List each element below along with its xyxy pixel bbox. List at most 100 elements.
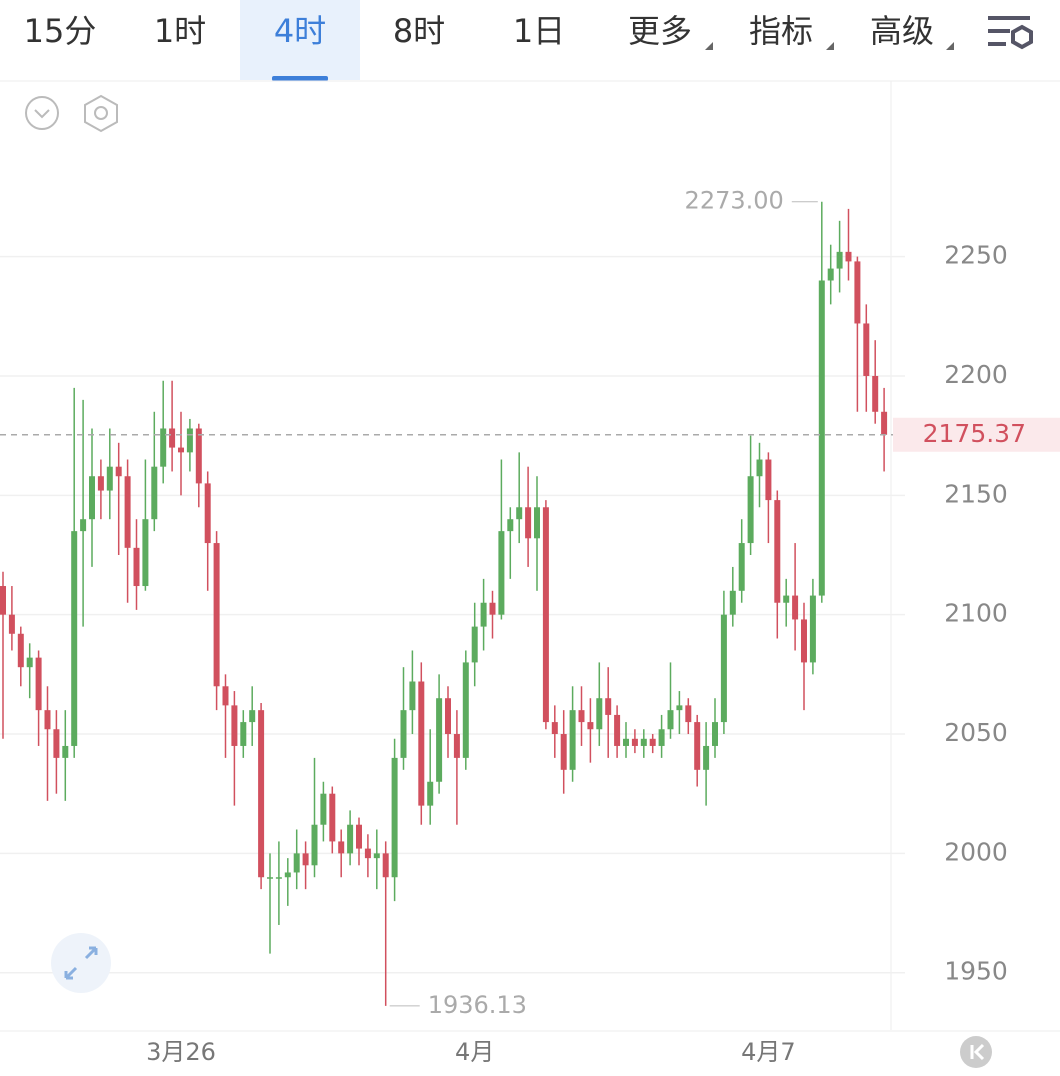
candle-body bbox=[596, 698, 603, 730]
candle-body bbox=[881, 411, 888, 435]
y-tick-label: 1950 bbox=[944, 957, 1008, 986]
timeframe-tab[interactable]: 高级 bbox=[870, 12, 934, 50]
active-tab-indicator bbox=[272, 76, 328, 81]
candle-body bbox=[525, 507, 532, 539]
candle-body bbox=[863, 323, 870, 376]
candle-body bbox=[364, 848, 371, 859]
y-tick-label: 2250 bbox=[944, 241, 1008, 270]
candle-body bbox=[97, 476, 104, 491]
timeframe-tab[interactable]: 4时 bbox=[274, 12, 326, 50]
last-price-label: 2175.37 bbox=[923, 419, 1026, 448]
candle-body bbox=[338, 841, 345, 854]
last-price-bg bbox=[893, 417, 1060, 452]
timeframe-tab[interactable]: 8时 bbox=[393, 12, 445, 50]
candle-body bbox=[62, 745, 69, 758]
candle-body bbox=[258, 710, 265, 878]
candle-body bbox=[712, 722, 718, 746]
dropdown-arrows bbox=[705, 42, 954, 50]
candle-body bbox=[293, 853, 300, 873]
candle-body bbox=[186, 428, 193, 453]
candle-body bbox=[436, 698, 443, 782]
timeframe-tab[interactable]: 指标 bbox=[749, 12, 813, 50]
candle-body bbox=[471, 626, 478, 663]
candle-body bbox=[71, 531, 78, 746]
timeframe-tab[interactable]: 1时 bbox=[154, 12, 206, 50]
candle-body bbox=[765, 459, 772, 501]
candle-body bbox=[703, 745, 710, 770]
candle-body bbox=[809, 595, 816, 663]
y-tick-label: 2150 bbox=[944, 479, 1008, 508]
candle-body bbox=[658, 729, 665, 746]
plot bbox=[0, 201, 905, 1007]
candle-body bbox=[8, 614, 15, 634]
candle-body bbox=[80, 519, 87, 532]
x-tick-label: 3月26 bbox=[146, 1038, 216, 1066]
y-tick-label: 2000 bbox=[944, 837, 1008, 866]
candle-body bbox=[801, 619, 807, 663]
candle-body bbox=[0, 586, 6, 615]
candle-body bbox=[115, 466, 122, 477]
fullscreen-button[interactable] bbox=[51, 933, 111, 993]
settings-icon[interactable] bbox=[988, 16, 1033, 50]
candle-body bbox=[44, 710, 51, 730]
settings-hex-icon[interactable] bbox=[84, 94, 118, 133]
y-tick-label: 2200 bbox=[944, 360, 1008, 389]
candle-body bbox=[747, 476, 754, 544]
candle-body bbox=[462, 662, 469, 758]
candle-body bbox=[667, 710, 674, 730]
candle-body bbox=[53, 729, 60, 758]
candle-body bbox=[854, 261, 861, 324]
candle-body bbox=[373, 853, 380, 859]
candle-body bbox=[542, 507, 549, 723]
candle-body bbox=[623, 738, 629, 746]
candle-body bbox=[729, 590, 736, 615]
candle-body bbox=[26, 657, 33, 668]
candle-body bbox=[213, 543, 220, 687]
candle-body bbox=[827, 268, 834, 281]
scroll-latest-icon bbox=[970, 1043, 985, 1061]
candle-body bbox=[329, 793, 336, 842]
candle-body bbox=[89, 476, 95, 520]
y-tick-label: 2050 bbox=[944, 718, 1008, 747]
candle-body bbox=[356, 824, 362, 849]
x-tick-label: 4月7 bbox=[741, 1038, 796, 1066]
candle-body bbox=[302, 853, 309, 866]
candle-body bbox=[445, 698, 451, 735]
y-tick-label: 2100 bbox=[944, 599, 1008, 628]
candle-body bbox=[240, 722, 247, 746]
candle-body bbox=[195, 428, 202, 484]
timeframe-tab[interactable]: 1日 bbox=[513, 12, 565, 50]
candle-body bbox=[694, 722, 701, 770]
candle-body bbox=[249, 710, 256, 723]
candle-body bbox=[453, 734, 460, 758]
candle-body bbox=[284, 872, 291, 878]
timeframe-tab[interactable]: 15分 bbox=[24, 12, 97, 50]
candle-body bbox=[142, 519, 149, 587]
candle-body bbox=[160, 428, 167, 467]
candle-body bbox=[347, 824, 354, 854]
candle-body bbox=[106, 466, 113, 491]
collapse-icon[interactable] bbox=[25, 96, 59, 130]
candle-body bbox=[427, 781, 434, 806]
candle-body bbox=[35, 657, 42, 711]
x-tick-label: 4月 bbox=[455, 1038, 494, 1066]
low-annotation: 1936.13 bbox=[428, 991, 527, 1019]
candle-body bbox=[676, 705, 683, 711]
candle-body bbox=[498, 531, 505, 615]
candle-body bbox=[133, 547, 140, 587]
candle-body bbox=[151, 466, 158, 520]
candle-body bbox=[516, 507, 523, 520]
candle-body bbox=[222, 686, 229, 706]
candle-body bbox=[631, 738, 638, 746]
candle-body bbox=[783, 595, 790, 603]
timeframe-tab[interactable]: 更多 bbox=[628, 12, 692, 50]
candle-body bbox=[774, 500, 781, 603]
candle-body bbox=[204, 483, 211, 544]
candle-body bbox=[551, 722, 558, 735]
candle-body bbox=[275, 877, 282, 879]
candle-body bbox=[836, 251, 843, 269]
candle-body bbox=[560, 734, 567, 770]
candle-body bbox=[605, 698, 612, 715]
